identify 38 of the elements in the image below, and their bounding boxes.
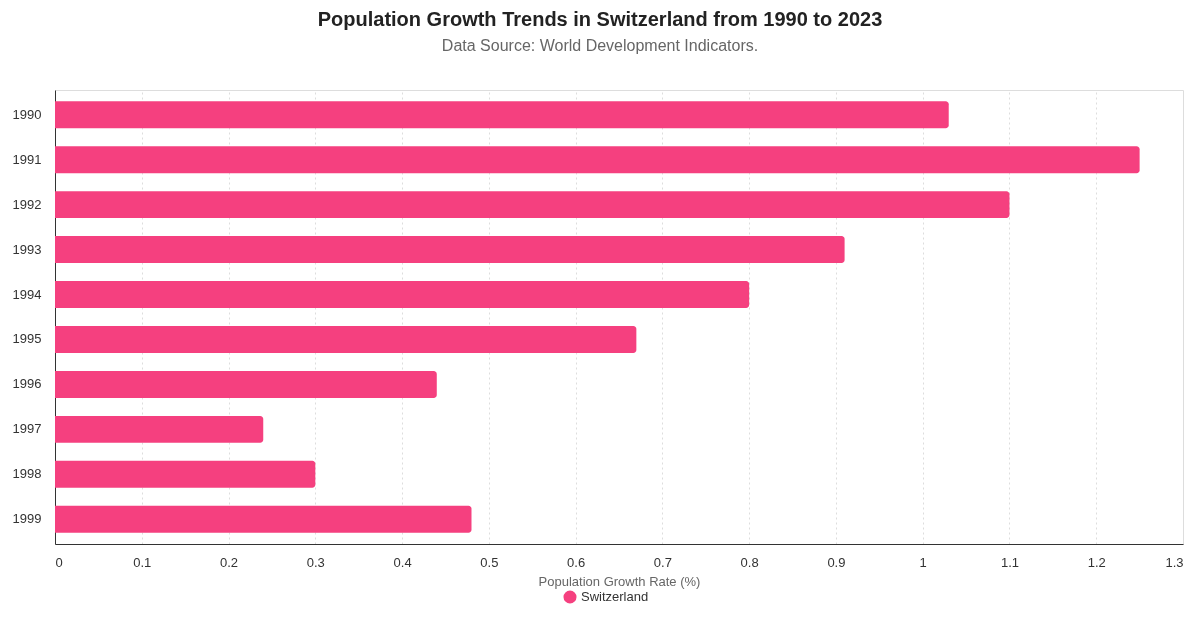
bar bbox=[55, 146, 1140, 174]
y-tick-label: 1996 bbox=[12, 376, 42, 392]
bar bbox=[55, 370, 437, 398]
y-tick-label: 1998 bbox=[12, 466, 42, 482]
y-tick-label: 1995 bbox=[12, 331, 42, 347]
legend-label: Switzerland bbox=[581, 589, 649, 604]
y-tick-label: 1994 bbox=[12, 286, 42, 302]
y-tick-label: 1991 bbox=[12, 151, 42, 167]
bar bbox=[55, 236, 845, 264]
x-tick-label: 0 bbox=[55, 554, 63, 570]
bar bbox=[55, 281, 750, 309]
x-tick-label: 0.8 bbox=[740, 554, 759, 570]
bar bbox=[55, 415, 264, 443]
x-tick-label: 0.4 bbox=[393, 554, 412, 570]
x-tick-label: 0.1 bbox=[133, 554, 152, 570]
x-tick-label: 0.6 bbox=[567, 554, 586, 570]
y-tick-label: 1992 bbox=[12, 196, 42, 212]
bar bbox=[55, 460, 316, 488]
bar bbox=[55, 505, 472, 533]
x-tick-label: 0.9 bbox=[827, 554, 846, 570]
bar bbox=[55, 101, 949, 129]
x-axis-title: Population Growth Rate (%) bbox=[538, 573, 701, 589]
y-tick-label: 1999 bbox=[12, 511, 42, 527]
bar bbox=[55, 191, 1010, 219]
x-tick-label: 0.5 bbox=[480, 554, 499, 570]
chart-title: Population Growth Trends in Switzerland from 1990 to 2023 bbox=[317, 8, 883, 30]
x-tick-label: 1.2 bbox=[1087, 554, 1106, 570]
chart-subtitle: Data Source: World Development Indicators. bbox=[441, 37, 759, 54]
x-tick-label: 0.3 bbox=[306, 554, 325, 570]
x-tick-label: 1 bbox=[919, 554, 927, 570]
x-tick-label: 1.3 bbox=[1165, 554, 1184, 570]
x-tick-label: 0.2 bbox=[220, 554, 239, 570]
y-tick-label: 1990 bbox=[12, 106, 42, 122]
bar bbox=[55, 325, 637, 353]
y-tick-label: 1993 bbox=[12, 241, 42, 257]
y-tick-label: 1997 bbox=[12, 421, 42, 437]
x-tick-label: 0.7 bbox=[653, 554, 672, 570]
x-tick-label: 1.1 bbox=[1000, 554, 1019, 570]
